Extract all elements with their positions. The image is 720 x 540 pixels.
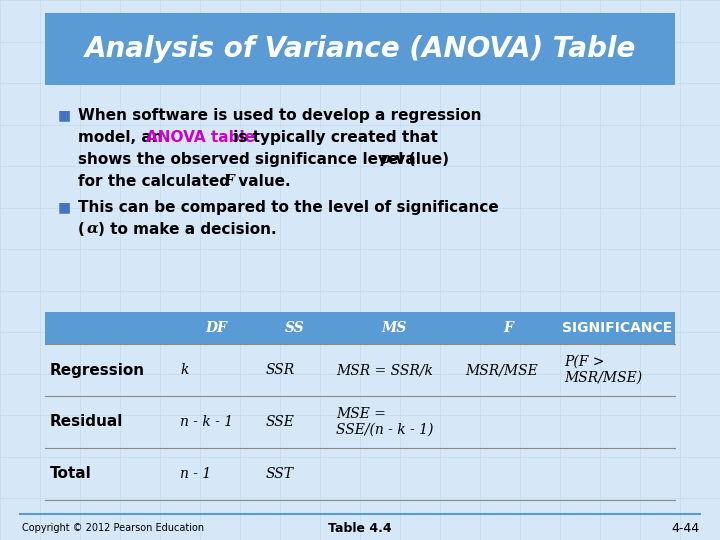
Text: This can be compared to the level of significance: This can be compared to the level of sig…: [78, 200, 499, 215]
Text: MSE =
SSE/(n - k - 1): MSE = SSE/(n - k - 1): [336, 407, 433, 437]
Text: F: F: [223, 174, 234, 188]
Text: Analysis of Variance (ANOVA) Table: Analysis of Variance (ANOVA) Table: [84, 35, 636, 63]
Bar: [45, 312, 675, 344]
Text: MS: MS: [382, 321, 407, 335]
Text: Table 4.4: Table 4.4: [328, 522, 392, 535]
Text: n - k - 1: n - k - 1: [180, 415, 233, 429]
Text: SIGNIFICANCE: SIGNIFICANCE: [562, 321, 672, 335]
Text: DF: DF: [206, 321, 228, 335]
Text: MSR/MSE: MSR/MSE: [465, 363, 538, 377]
Text: ANOVA table: ANOVA table: [146, 130, 255, 145]
Text: α: α: [87, 222, 99, 236]
Text: Regression: Regression: [50, 362, 145, 377]
Text: When software is used to develop a regression: When software is used to develop a regre…: [78, 108, 482, 123]
Text: Total: Total: [50, 467, 91, 482]
Text: Copyright © 2012 Pearson Education: Copyright © 2012 Pearson Education: [22, 523, 204, 533]
Text: for the calculated: for the calculated: [78, 174, 235, 189]
Text: ■: ■: [58, 108, 71, 122]
Text: Residual: Residual: [50, 415, 123, 429]
Bar: [45, 13, 675, 85]
Text: p: p: [380, 152, 391, 166]
Text: n - 1: n - 1: [180, 467, 212, 481]
Text: (: (: [78, 222, 85, 237]
Text: value.: value.: [233, 174, 291, 189]
Text: 4-44: 4-44: [672, 522, 700, 535]
Text: SSE: SSE: [265, 415, 294, 429]
Text: ) to make a decision.: ) to make a decision.: [98, 222, 276, 237]
Text: SS: SS: [284, 321, 305, 335]
Text: SSR: SSR: [265, 363, 294, 377]
Text: P(F >
MSR/MSE): P(F > MSR/MSE): [564, 355, 642, 385]
Text: model, an: model, an: [78, 130, 168, 145]
Text: F: F: [504, 321, 513, 335]
Text: MSR = SSR/k: MSR = SSR/k: [336, 363, 433, 377]
Text: k: k: [180, 363, 189, 377]
Text: shows the observed significance level (: shows the observed significance level (: [78, 152, 415, 167]
Text: is typically created that: is typically created that: [228, 130, 438, 145]
Text: ■: ■: [58, 200, 71, 214]
Text: SST: SST: [265, 467, 293, 481]
Text: -value): -value): [389, 152, 449, 167]
